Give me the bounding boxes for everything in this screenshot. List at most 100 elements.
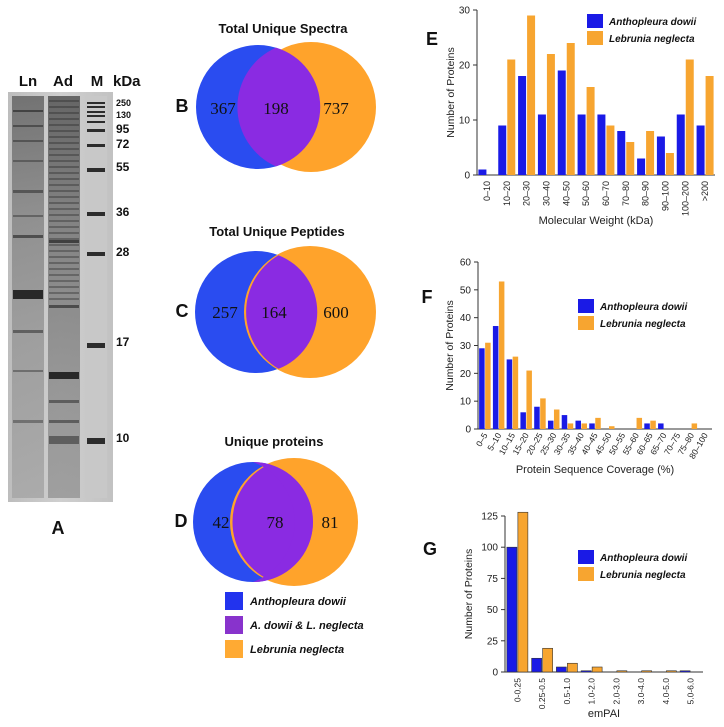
y-tick-label: 10 bbox=[459, 116, 471, 127]
bar-lebrunia-neglecta bbox=[636, 417, 643, 429]
gel-marker-band bbox=[87, 343, 105, 348]
gel-lane-ad bbox=[48, 96, 80, 498]
bar-anthopleura-dowii bbox=[479, 348, 485, 429]
legend-label: Anthopleura dowii bbox=[608, 17, 696, 28]
gel-lane-label-ad: Ad bbox=[53, 73, 73, 90]
legend-swatch bbox=[587, 14, 603, 28]
y-tick-label: 0 bbox=[464, 171, 470, 182]
legend-swatch bbox=[578, 316, 594, 330]
gel-band bbox=[13, 370, 43, 372]
y-tick-label: 125 bbox=[481, 512, 498, 523]
bar-anthopleura-dowii bbox=[644, 423, 650, 429]
bar-anthopleura-dowii bbox=[617, 131, 626, 175]
y-axis-label: Number of Proteins bbox=[444, 300, 456, 390]
y-tick-label: 25 bbox=[487, 636, 499, 647]
venn-left-count: 257 bbox=[212, 303, 238, 322]
gel-marker-band bbox=[87, 102, 105, 104]
bar-lebrunia-neglecta bbox=[646, 131, 655, 175]
gel-band bbox=[49, 100, 79, 102]
bar-lebrunia-neglecta bbox=[485, 342, 491, 429]
gel-band bbox=[49, 124, 79, 126]
marker-label: 130 bbox=[116, 110, 131, 120]
gel-band bbox=[49, 400, 79, 403]
bar-lebrunia-neglecta bbox=[665, 153, 674, 175]
gel-band bbox=[49, 250, 79, 252]
chart-empai: 0 25 50 75 100 125 0-0.25 0.25-0.5 0.5-1.0 1.0-2.… bbox=[463, 512, 703, 720]
legend-label: Lebrunia neglecta bbox=[600, 319, 686, 330]
x-tick-label: 1.0-2.0 bbox=[587, 678, 597, 705]
bar-anthopleura-dowii bbox=[676, 114, 685, 175]
gel-marker-band bbox=[87, 168, 105, 172]
gel-band bbox=[49, 256, 79, 258]
bar-lebrunia-neglecta bbox=[526, 370, 532, 429]
bar-lebrunia-neglecta bbox=[553, 409, 560, 429]
bar-anthopleura-dowii bbox=[518, 76, 527, 175]
venn-proteins: Unique proteins 42 78 81 D bbox=[175, 434, 358, 586]
bar-anthopleura-dowii bbox=[696, 125, 705, 175]
y-tick-label: 20 bbox=[459, 61, 471, 72]
gel-band bbox=[49, 232, 79, 234]
gel-marker-band bbox=[87, 129, 105, 132]
venn-overlap bbox=[246, 255, 318, 369]
gel-band bbox=[49, 298, 79, 300]
gel-band bbox=[49, 240, 79, 243]
bar-anthopleura-dowii bbox=[537, 114, 546, 175]
gel-marker-band bbox=[87, 438, 105, 444]
gel-band bbox=[49, 106, 79, 108]
bar-lebrunia-neglecta bbox=[685, 59, 694, 175]
gel-band bbox=[49, 154, 79, 156]
x-axis-label: Molecular Weight (kDa) bbox=[539, 215, 654, 227]
x-tick-label: 50–60 bbox=[581, 181, 591, 206]
gel-band bbox=[49, 292, 79, 294]
marker-label: 10 bbox=[116, 431, 130, 445]
gel-band bbox=[49, 244, 79, 246]
chart-molecular-weight: 0 10 20 30 0–10 10–20 20–30 30–40 40–50 50–60 60–7… bbox=[445, 6, 715, 227]
y-tick-label: 30 bbox=[460, 341, 472, 352]
bar-lebrunia-neglecta bbox=[616, 670, 628, 673]
venn-left-count: 367 bbox=[210, 99, 236, 118]
gel-band bbox=[13, 190, 43, 193]
y-tick-label: 75 bbox=[487, 574, 499, 585]
legend-swatch bbox=[225, 592, 243, 610]
bar-lebrunia-neglecta bbox=[666, 670, 677, 673]
legend-swatch bbox=[225, 616, 243, 634]
bar-lebrunia-neglecta bbox=[567, 662, 578, 673]
x-tick-label: 0.5-1.0 bbox=[562, 678, 572, 705]
venn-right-count: 600 bbox=[323, 303, 349, 322]
gel-band bbox=[49, 305, 79, 308]
y-tick-label: 0 bbox=[465, 425, 471, 436]
x-tick-label: 100–200 bbox=[680, 181, 690, 216]
x-tick-label: 0-0.25 bbox=[512, 678, 522, 702]
gel-band bbox=[49, 196, 79, 198]
legend-label: Lebrunia neglecta bbox=[250, 644, 344, 656]
legend-label: A. dowii & L. neglecta bbox=[249, 620, 364, 632]
legend-label: Lebrunia neglecta bbox=[609, 34, 695, 45]
gel-band bbox=[13, 160, 43, 162]
x-tick-label: >200 bbox=[700, 181, 710, 201]
legend-label: Lebrunia neglecta bbox=[600, 570, 686, 581]
bar-lebrunia-neglecta bbox=[606, 125, 615, 175]
gel-band bbox=[13, 215, 43, 217]
venn-title: Total Unique Peptides bbox=[209, 224, 345, 239]
x-tick-label: 5.0-6.0 bbox=[686, 678, 696, 705]
bar-anthopleura-dowii bbox=[531, 657, 542, 673]
bar-lebrunia-neglecta bbox=[567, 423, 574, 429]
gel-band bbox=[49, 436, 79, 444]
bar-anthopleura-dowii bbox=[658, 423, 664, 429]
chart-sequence-coverage: 01020304050600–55–1010–1515–2020–2525–30… bbox=[444, 258, 712, 476]
gel-band bbox=[49, 178, 79, 180]
gel-band bbox=[49, 184, 79, 186]
gel-band bbox=[13, 330, 43, 333]
venn-left-count: 42 bbox=[213, 513, 230, 532]
gel-marker-band bbox=[87, 144, 105, 147]
x-tick-label: 20–30 bbox=[522, 181, 532, 206]
bar-anthopleura-dowii bbox=[589, 423, 595, 429]
gel-band bbox=[49, 268, 79, 270]
legend-swatch bbox=[225, 640, 243, 658]
gel-band bbox=[49, 208, 79, 210]
y-tick-label: 0 bbox=[492, 668, 498, 679]
bar-lebrunia-neglecta bbox=[609, 426, 615, 429]
bar-anthopleura-dowii bbox=[656, 136, 665, 175]
gel-band bbox=[49, 160, 79, 162]
